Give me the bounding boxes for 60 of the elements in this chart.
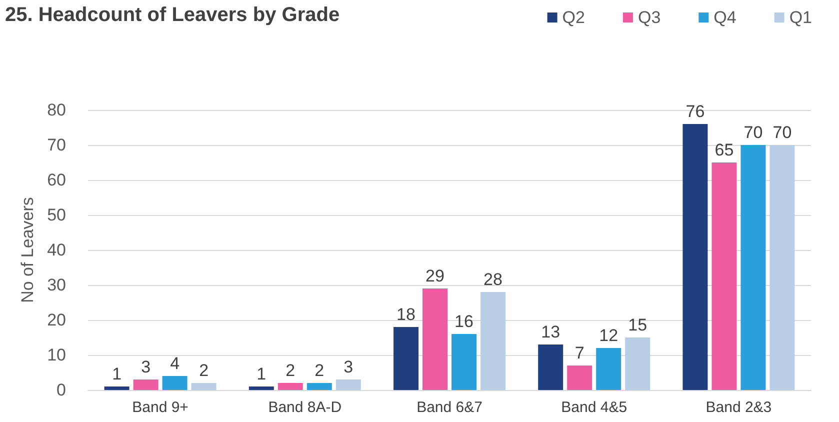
- bar: [596, 348, 622, 390]
- data-label: 18: [396, 305, 416, 324]
- bar: [133, 380, 158, 390]
- data-label: 3: [141, 358, 151, 376]
- legend-label: Q3: [638, 8, 661, 27]
- data-label: 70: [744, 123, 763, 142]
- bar: [278, 383, 303, 390]
- y-tick-label: 30: [47, 276, 66, 294]
- data-label: 4: [170, 354, 180, 373]
- data-label: 76: [686, 102, 705, 121]
- bar: [682, 124, 708, 390]
- bar: [104, 386, 130, 390]
- bar: [191, 383, 216, 390]
- y-axis-title: No of Leavers: [18, 197, 38, 303]
- data-label: 16: [454, 312, 474, 331]
- x-tick-label: Band 8A-D: [268, 399, 342, 416]
- bar: [248, 386, 274, 390]
- y-tick-label: 70: [47, 136, 66, 154]
- data-label: 2: [286, 361, 296, 380]
- data-label: 1: [112, 364, 122, 384]
- legend-label: Q2: [562, 8, 585, 27]
- bar: [452, 334, 476, 390]
- bar: [336, 380, 361, 390]
- bar: [538, 344, 564, 390]
- x-tick-label: Band 2&3: [706, 399, 772, 416]
- bar: [770, 145, 795, 390]
- data-label: 65: [714, 140, 734, 160]
- x-tick-label: Band 4&5: [561, 399, 628, 416]
- bar: [394, 327, 418, 390]
- y-tick-label: 20: [47, 310, 66, 330]
- y-tick-label: 60: [47, 170, 66, 190]
- chart-title: 25. Headcount of Leavers by Grade: [5, 4, 340, 26]
- data-label: 1: [256, 364, 266, 384]
- legend-label: Q1: [789, 8, 812, 27]
- data-label: 12: [599, 326, 618, 345]
- bar: [306, 383, 332, 390]
- data-label: 3: [344, 358, 354, 376]
- y-tick-label: 50: [47, 206, 66, 224]
- y-tick-label: 10: [47, 346, 66, 364]
- data-label: 2: [199, 361, 209, 380]
- data-label: 70: [772, 123, 792, 142]
- bar: [480, 292, 506, 390]
- data-label: 2: [314, 361, 324, 380]
- y-tick-label: 80: [47, 100, 66, 120]
- bar: [712, 162, 737, 390]
- bar: [740, 145, 766, 390]
- data-label: 15: [628, 316, 648, 334]
- bar: [625, 338, 650, 390]
- legend-label: Q4: [714, 8, 736, 27]
- bar: [422, 288, 448, 390]
- bar: [567, 366, 592, 390]
- x-tick-label: Band 6&7: [416, 399, 482, 416]
- data-label: 13: [541, 322, 560, 342]
- x-tick-label: Band 9+: [132, 399, 189, 416]
- bar: [162, 376, 188, 390]
- data-label: 28: [484, 270, 502, 289]
- y-tick-label: 0: [56, 380, 66, 400]
- data-label: 29: [426, 266, 444, 286]
- data-label: 7: [574, 344, 584, 362]
- y-tick-label: 40: [47, 240, 66, 260]
